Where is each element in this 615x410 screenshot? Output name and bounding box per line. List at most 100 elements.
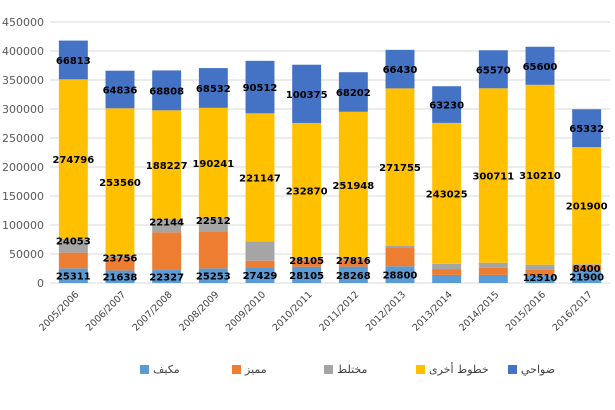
data-label-2008-2009-s4: 68532 (196, 84, 231, 95)
legend-swatch (232, 365, 241, 374)
y-tick-label: 0 (37, 277, 44, 290)
x-tick-label-2008-2009: 2008/2009 (177, 289, 221, 333)
data-label-2012-2013-s0: 28800 (383, 271, 418, 282)
data-label-2005-2006-s0: 25311 (56, 272, 91, 283)
bar-segment-2010-2011-s3 (292, 122, 322, 258)
y-tick-label: 400000 (2, 45, 44, 58)
y-tick-label: 300000 (2, 103, 44, 116)
data-label-2013-2014-s4: 63230 (429, 101, 464, 112)
data-label-2006-2007-s0: 21638 (103, 273, 138, 284)
bar-segment-2015-2016-s4 (525, 46, 555, 85)
data-label-2015-2016-s4: 65600 (523, 62, 558, 73)
data-label-2006-2007-s2: 23756 (103, 253, 138, 264)
bar-segment-2012-2013-s2 (385, 245, 415, 248)
bar-segment-2009-2010-s1 (245, 260, 275, 268)
data-label-2005-2006-s3: 274796 (52, 155, 94, 166)
bar-segment-2010-2011-s4 (292, 64, 322, 123)
x-tick-label-2006-2007: 2006/2007 (84, 289, 128, 333)
legend-swatch (416, 365, 425, 374)
x-axis-ticks: 2005/2006 2006/2007 2007/2008 2008/2009 2009… (37, 289, 595, 333)
data-label-2016-2017-s0: 21900 (569, 273, 604, 284)
data-label-2007-2008-s3: 188227 (146, 161, 188, 172)
bar-segment-2008-2009-s4 (198, 68, 228, 108)
bar-segment-2016-2017-s2 (572, 264, 602, 266)
data-label-2007-2008-s2: 22144 (149, 218, 184, 229)
data-label-2006-2007-s3: 253560 (99, 178, 141, 189)
bar-segment-2005-2006-s2 (58, 238, 88, 253)
bar-segment-2009-2010-s0 (245, 267, 275, 283)
bar-segment-2013-2014-s2 (432, 263, 462, 270)
data-label-2016-2017-s1: 8400 (573, 264, 601, 275)
y-axis-ticks: 0 50000 100000 150000 200000 250000 300000 3500… (2, 16, 44, 290)
data-label-2012-2013-s3: 271755 (379, 163, 421, 174)
gridlines (50, 21, 610, 284)
bar-segment-2006-2007-s3 (105, 108, 135, 256)
bar-segment-2014-2015-s4 (478, 50, 508, 89)
legend-item-s0: مكيف (140, 363, 180, 376)
bar-segment-2012-2013-s1 (385, 247, 415, 267)
data-label-2009-2010-s0: 27429 (243, 271, 278, 282)
bar-segment-2013-2014-s1 (432, 269, 462, 275)
bar-segment-2016-2017-s1 (572, 265, 602, 271)
bar-segment-2010-2011-s2 (292, 257, 322, 260)
x-tick-label-2014-2015: 2014/2015 (457, 289, 501, 333)
data-label-2014-2015-s4: 65570 (476, 65, 511, 76)
data-label-2011-2012-s3: 251948 (332, 181, 374, 192)
bar-segment-2010-2011-s1 (292, 259, 322, 267)
data-label-2010-2011-s4: 100375 (286, 90, 328, 101)
bar-segment-2013-2014-s3 (432, 122, 462, 264)
data-label-2005-2006-s2: 24053 (56, 237, 91, 248)
x-tick-label-2007-2008: 2007/2008 (131, 289, 175, 333)
y-tick-label: 150000 (2, 190, 44, 203)
bar-segment-2011-2012-s3 (338, 111, 368, 258)
bar-segment-2010-2011-s0 (292, 266, 322, 283)
bar-segment-2012-2013-s3 (385, 88, 415, 246)
bar-segment-2005-2006-s1 (58, 252, 88, 269)
bar-segment-2008-2009-s3 (198, 107, 228, 219)
data-label-2008-2009-s0: 25253 (196, 272, 231, 283)
data-label-2016-2017-s3: 201900 (566, 202, 608, 213)
legend-item-s2: مختلط (324, 363, 368, 376)
bar-segment-2005-2006-s0 (58, 268, 88, 283)
legend-swatch (324, 365, 333, 374)
bar-segment-2008-2009-s1 (198, 231, 228, 269)
data-label-2011-2012-s4: 68202 (336, 88, 371, 99)
bar-segment-2007-2008-s1 (152, 232, 182, 271)
bar-segment-2014-2015-s3 (478, 88, 508, 263)
bar-segment-2008-2009-s2 (198, 218, 228, 232)
legend-label: خطوط أخرى (429, 362, 489, 376)
data-label-2010-2011-s0: 28105 (289, 271, 324, 282)
legend-label: ضواحي (521, 363, 555, 376)
y-tick-label: 50000 (9, 248, 44, 261)
bar-segment-2011-2012-s0 (338, 266, 368, 283)
bar-segment-2014-2015-s0 (478, 274, 508, 283)
bar-segment-2013-2014-s0 (432, 274, 462, 283)
bar-segment-2009-2010-s4 (245, 60, 275, 114)
bar-segment-2015-2016-s2 (525, 264, 555, 270)
data-label-2012-2013-s4: 66430 (383, 65, 418, 76)
legend-item-s1: مميز (232, 363, 267, 376)
bar-segment-2007-2008-s3 (152, 110, 182, 220)
bar-segment-2016-2017-s4 (572, 109, 602, 148)
data-label-2015-2016-s3: 310210 (519, 171, 561, 182)
x-tick-label-2015-2016: 2015/2016 (504, 289, 548, 333)
data-label-2007-2008-s4: 68808 (149, 86, 184, 97)
bar-segment-2006-2007-s2 (105, 255, 135, 258)
bar-segment-2011-2012-s1 (338, 259, 368, 267)
bar-segment-2009-2010-s3 (245, 113, 275, 242)
data-label-2010-2011-s2: 28105 (289, 256, 324, 267)
x-tick-label-2009-2010: 2009/2010 (224, 289, 268, 333)
data-label-2010-2011-s3: 232870 (286, 186, 328, 197)
bar-segment-2012-2013-s0 (385, 266, 415, 283)
bar-segment-2011-2012-s4 (338, 72, 368, 112)
data-label-2011-2012-s2: 27816 (336, 256, 371, 267)
bar-segment-2008-2009-s0 (198, 268, 228, 283)
legend-swatch (140, 365, 149, 374)
legend-label: مكيف (153, 363, 180, 376)
bar-segment-2006-2007-s4 (105, 70, 135, 109)
legend: مكيف مميز مختلط خطوط أخرى ضواحي (140, 362, 555, 376)
x-tick-label-2005-2006: 2005/2006 (37, 289, 81, 333)
y-tick-label: 250000 (2, 132, 44, 145)
data-label-2008-2009-s3: 190241 (192, 159, 234, 170)
